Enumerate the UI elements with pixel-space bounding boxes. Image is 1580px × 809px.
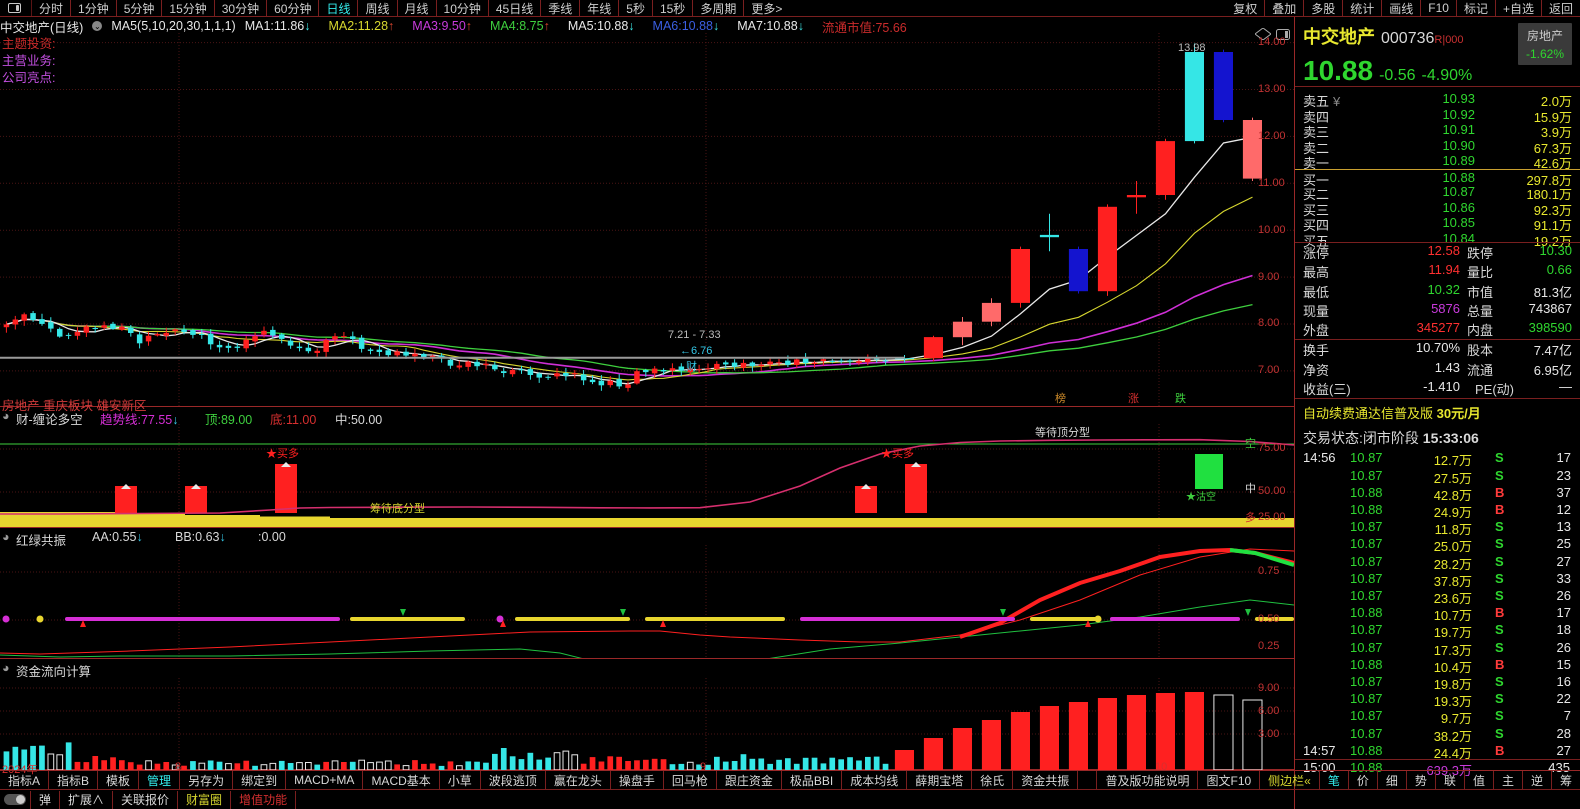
svg-text:★沽空: ★沽空	[1186, 490, 1216, 503]
svg-text:中: 中	[1245, 482, 1256, 495]
svg-text:★买多: ★买多	[881, 446, 914, 460]
svg-text:★买多: ★买多	[266, 446, 299, 460]
svg-text:空: 空	[1245, 436, 1256, 450]
svg-text:多: 多	[1245, 510, 1256, 524]
svg-text:等待顶分型: 等待顶分型	[1035, 425, 1090, 439]
svg-text:筹待底分型: 筹待底分型	[370, 501, 425, 515]
